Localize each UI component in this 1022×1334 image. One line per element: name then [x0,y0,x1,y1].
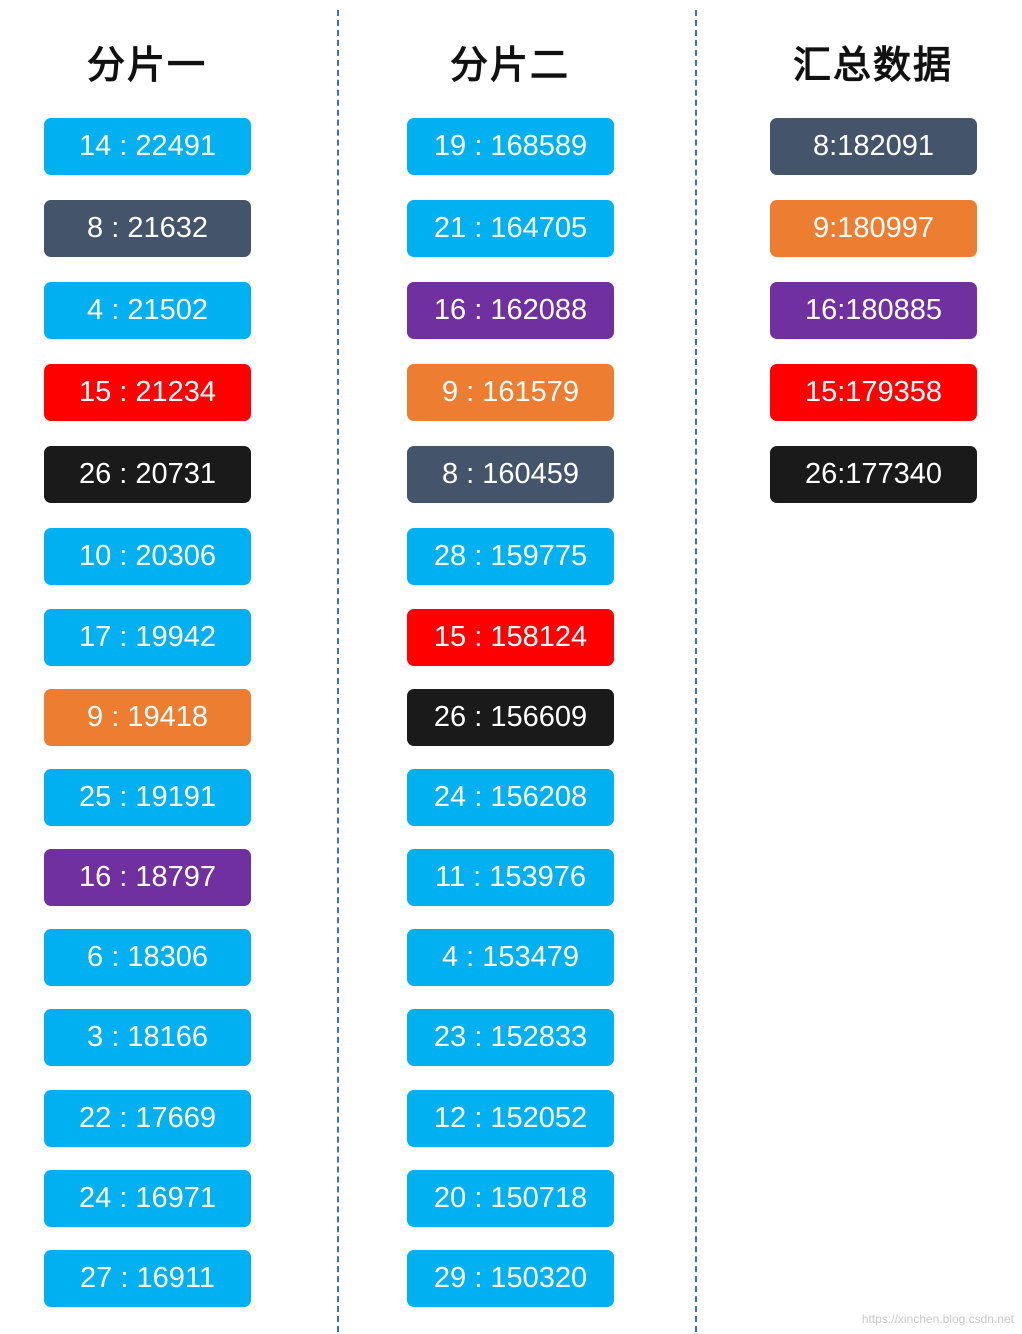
column-divider [695,10,697,1332]
data-chip: 21 : 164705 [407,200,614,257]
data-chip: 14 : 22491 [44,118,251,175]
data-chip: 9 : 161579 [407,364,614,421]
data-chip: 16:180885 [770,282,977,339]
data-chip: 4 : 153479 [407,929,614,986]
data-chip: 26 : 20731 [44,446,251,503]
column-title: 分片二 [449,43,570,87]
data-chip: 8 : 160459 [407,446,614,503]
data-chip: 16 : 18797 [44,849,251,906]
data-chip: 29 : 150320 [407,1250,614,1307]
data-chip: 11 : 153976 [407,849,614,906]
data-chip: 19 : 168589 [407,118,614,175]
data-chip: 3 : 18166 [44,1009,251,1066]
data-chip: 6 : 18306 [44,929,251,986]
data-chip: 26 : 156609 [407,689,614,746]
data-chip: 8 : 21632 [44,200,251,257]
column-title: 分片一 [86,43,207,87]
data-chip: 26:177340 [770,446,977,503]
data-chip: 22 : 17669 [44,1090,251,1147]
data-chip: 4 : 21502 [44,282,251,339]
data-chip: 10 : 20306 [44,528,251,585]
data-chip: 23 : 152833 [407,1009,614,1066]
data-chip: 9:180997 [770,200,977,257]
data-chip: 15 : 21234 [44,364,251,421]
data-chip: 12 : 152052 [407,1090,614,1147]
data-chip: 24 : 16971 [44,1170,251,1227]
data-chip: 28 : 159775 [407,528,614,585]
column-title: 汇总数据 [792,43,953,87]
data-chip: 20 : 150718 [407,1170,614,1227]
data-chip: 16 : 162088 [407,282,614,339]
column-divider [337,10,339,1332]
data-chip: 15 : 158124 [407,609,614,666]
data-chip: 9 : 19418 [44,689,251,746]
data-chip: 8:182091 [770,118,977,175]
data-chip: 15:179358 [770,364,977,421]
data-chip: 27 : 16911 [44,1250,251,1307]
watermark: https://xinchen.blog.csdn.net [861,1312,1014,1326]
data-chip: 25 : 19191 [44,769,251,826]
data-chip: 17 : 19942 [44,609,251,666]
data-chip: 24 : 156208 [407,769,614,826]
